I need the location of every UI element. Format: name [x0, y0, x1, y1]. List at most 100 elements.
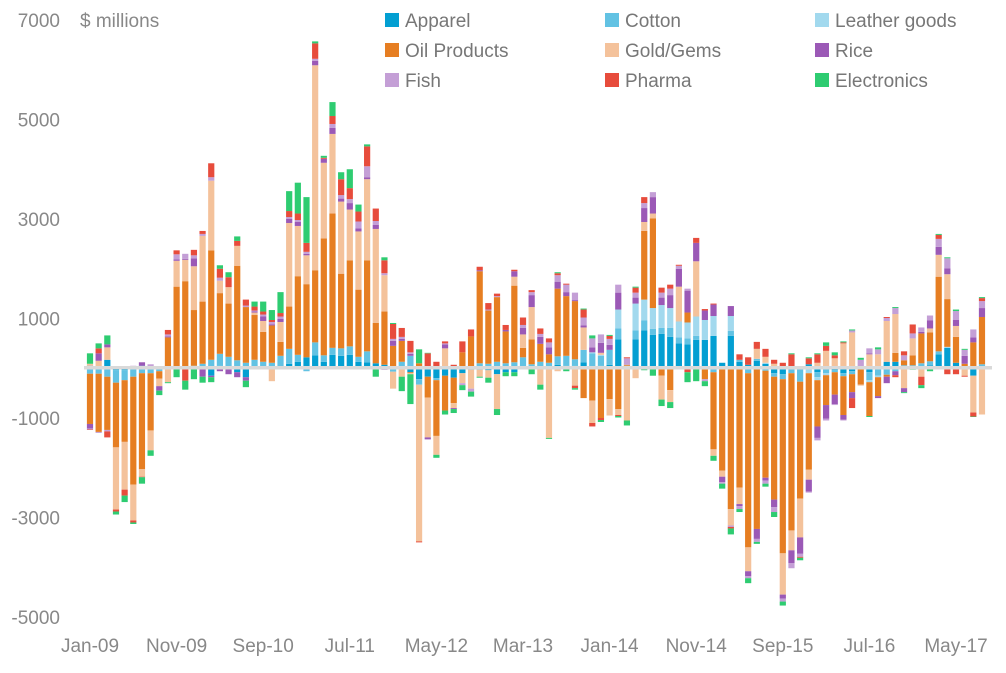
bar-segment-rice — [658, 297, 665, 306]
bar-segment-fish — [407, 352, 414, 354]
bar-segment-leather-goods — [632, 303, 639, 331]
bar-segment-oil-products — [467, 336, 475, 367]
bar-segment-rice — [303, 253, 310, 256]
bar-stack — [848, 329, 856, 409]
bar-segment-leather-goods — [667, 308, 674, 328]
bar-segment-fish — [745, 576, 752, 579]
bar-segment-apparel — [355, 361, 362, 369]
bar-segment-oil-products — [286, 306, 293, 349]
bar-segment-electronics — [346, 169, 353, 189]
bar-segment-pharma — [545, 338, 553, 343]
bar-segment-pharma — [415, 541, 423, 543]
bar-segment-oil-products — [182, 281, 189, 369]
bar-segment-gold-gems — [208, 180, 215, 251]
bar-segment-electronics — [450, 409, 457, 414]
bar-segment-pharma — [805, 358, 812, 365]
bar-segment-apparel — [649, 334, 656, 369]
bar-segment-pharma — [511, 269, 518, 272]
bar-segment-cotton — [225, 356, 232, 369]
bar-segment-gold-gems — [286, 222, 293, 307]
bar-segment-rice — [208, 375, 215, 378]
bar-segment-rice — [563, 292, 570, 297]
bar-segment-cotton — [606, 349, 613, 365]
x-axis-ticks: Jan-09 Nov-09 Sep-10 Jul-11 May-12 Mar-13 Jan-… — [61, 636, 988, 657]
bar-segment-fish — [805, 491, 812, 493]
bar-segment-rice — [173, 259, 180, 261]
bar-segment-electronics — [788, 353, 795, 355]
bar-segment-electronics — [892, 307, 899, 309]
bar-segment-apparel — [952, 362, 960, 369]
bar-segment-fish — [944, 258, 951, 269]
bar-stack — [493, 293, 501, 416]
bar-segment-pharma — [736, 354, 743, 360]
bar-stack — [199, 230, 206, 383]
bar-stack — [554, 272, 561, 372]
bar-segment-oil-products — [805, 373, 812, 470]
bar-segment-rice — [545, 347, 553, 355]
bar-segment-fish — [580, 317, 587, 326]
bar-segment-apparel — [329, 354, 336, 369]
bar-segment-oil-products — [840, 376, 847, 416]
bar-segment-oil-products — [242, 307, 249, 363]
bar-segment-pharma — [268, 319, 275, 322]
bar-segment-gold-gems — [545, 368, 553, 438]
bar-segment-gold-gems — [840, 343, 847, 369]
bar-segment-electronics — [459, 385, 466, 391]
bar-segment-rice — [355, 228, 362, 232]
bar-segment-oil-products — [814, 380, 821, 427]
legend-item: Gold/Gems — [605, 41, 721, 62]
bar-segment-gold-gems — [658, 375, 665, 400]
bar-segment-oil-products — [823, 375, 830, 406]
bar-segment-gold-gems — [641, 221, 648, 231]
bar-segment-rice — [268, 324, 275, 326]
bar-segment-electronics — [961, 348, 968, 350]
bar-segment-rice — [883, 376, 890, 384]
bar-segment-pharma — [597, 418, 605, 420]
bar-segment-oil-products — [918, 333, 925, 364]
bar-segment-apparel — [242, 368, 249, 378]
bar-stack — [874, 347, 882, 399]
bar-segment-cotton — [745, 368, 752, 374]
bar-stack — [433, 361, 440, 458]
bar-segment-oil-products — [320, 238, 327, 356]
bar-segment-rice — [944, 268, 951, 275]
bar-segment-electronics — [649, 368, 656, 376]
bar-segment-apparel — [693, 339, 700, 369]
bar-segment-leather-goods — [944, 346, 951, 348]
bar-segment-gold-gems — [355, 231, 362, 290]
bar-segment-oil-products — [719, 368, 726, 471]
bar-segment-pharma — [112, 509, 120, 512]
bar-segment-apparel — [459, 368, 466, 374]
bar-stack — [355, 204, 362, 369]
bar-segment-gold-gems — [814, 362, 821, 369]
bar-segment-leather-goods — [701, 319, 708, 340]
bar-segment-cotton — [390, 368, 397, 372]
bar-segment-apparel — [104, 359, 111, 369]
bar-segment-fish — [719, 482, 726, 484]
bar-stack — [823, 342, 830, 421]
bar-segment-electronics — [874, 347, 882, 350]
bar-segment-rice — [606, 344, 613, 350]
bar-stack — [372, 208, 379, 377]
bar-segment-gold-gems — [450, 403, 457, 409]
bar-segment-apparel — [779, 368, 786, 375]
bar-segment-pharma — [675, 264, 682, 266]
bar-segment-electronics — [762, 483, 769, 487]
bar-segment-apparel — [701, 339, 708, 369]
bar-segment-electronics — [121, 495, 128, 503]
bar-segment-electronics — [138, 477, 146, 484]
bar-segment-oil-products — [658, 368, 665, 376]
bar-stack — [268, 310, 275, 382]
bar-segment-oil-products — [190, 310, 198, 366]
bar-segment-gold-gems — [164, 368, 172, 383]
bar-segment-rice — [182, 258, 189, 260]
bar-segment-gold-gems — [762, 356, 769, 363]
bar-segment-pharma — [961, 375, 968, 377]
bar-segment-apparel — [441, 368, 449, 376]
bar-segment-oil-products — [138, 373, 146, 470]
bar-segment-gold-gems — [745, 547, 752, 572]
bar-segment-rice — [823, 405, 830, 419]
bar-segment-electronics — [86, 353, 94, 364]
bar-segment-pharma — [519, 317, 527, 325]
bar-segment-oil-products — [441, 375, 449, 411]
